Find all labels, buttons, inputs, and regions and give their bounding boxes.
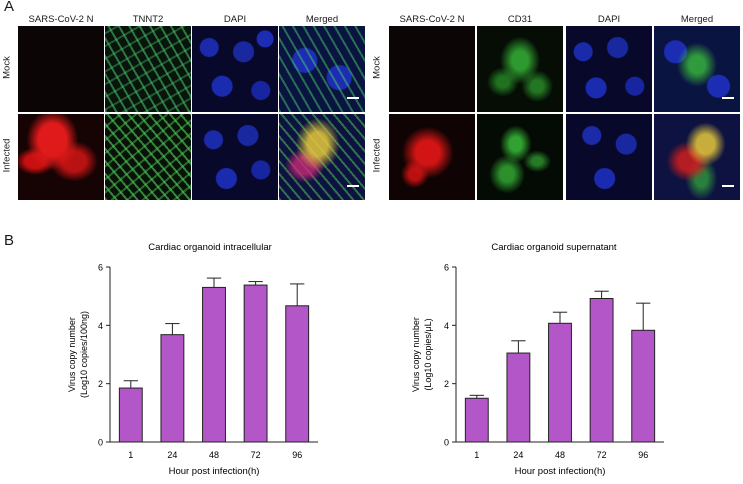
x-tick-label: 48 xyxy=(209,450,219,460)
micrograph-mock-sars-n xyxy=(18,26,104,112)
right-col-label-merged: Merged xyxy=(680,14,714,25)
panel-letter-b: B xyxy=(4,232,15,249)
x-axis-label: Hour post infection(h) xyxy=(515,466,606,477)
micrograph-infected-cd31 xyxy=(477,114,563,200)
scale-bar xyxy=(722,185,734,187)
micrograph-mock-sars-n-right xyxy=(389,26,475,112)
y-axis-label-units: (Log10 copies/100ng) xyxy=(79,311,89,398)
bar xyxy=(118,387,143,443)
chart-title: Cardiac organoid intracellular xyxy=(148,242,272,253)
micrograph-mock-tnnt2 xyxy=(105,26,191,112)
y-tick-label: 2 xyxy=(98,379,103,389)
micrograph-infected-sars-n-right xyxy=(389,114,475,200)
x-tick-label: 96 xyxy=(638,450,648,460)
micrograph-mock-dapi xyxy=(192,26,278,112)
y-tick-label: 2 xyxy=(444,379,449,389)
y-tick-label: 4 xyxy=(98,321,103,331)
micrograph-infected-dapi-right xyxy=(566,114,652,200)
bar xyxy=(464,397,489,443)
y-tick-label: 0 xyxy=(444,438,449,448)
bar xyxy=(631,329,656,443)
micrograph-mock-dapi-right xyxy=(566,26,652,112)
x-tick-label: 72 xyxy=(251,450,261,460)
y-axis-label: Virus copy number xyxy=(67,317,77,392)
chart-title: Cardiac organoid supernatant xyxy=(491,242,617,253)
bar xyxy=(285,305,310,443)
right-col-label-dapi: DAPI xyxy=(597,14,621,25)
y-tick-label: 4 xyxy=(444,321,449,331)
micrograph-infected-merged-right xyxy=(654,114,740,200)
left-col-label-sars: SARS-CoV-2 N xyxy=(28,14,94,25)
bar xyxy=(202,286,226,443)
left-col-label-tnnt2: TNNT2 xyxy=(132,14,164,25)
y-tick-label: 0 xyxy=(98,438,103,448)
micrograph-infected-tnnt2 xyxy=(105,114,191,200)
panel-letter-a: A xyxy=(4,0,15,15)
left-col-label-dapi: DAPI xyxy=(223,14,247,25)
bar xyxy=(506,352,531,443)
left-row-label-infected: Infected xyxy=(1,138,13,173)
micrograph-mock-merged xyxy=(279,26,365,112)
x-tick-label: 1 xyxy=(474,450,479,460)
right-col-label-sars: SARS-CoV-2 N xyxy=(399,14,465,25)
x-tick-label: 1 xyxy=(128,450,133,460)
y-axis-label-units: (Log10 copies/μL) xyxy=(423,318,433,390)
x-tick-label: 24 xyxy=(167,450,177,460)
bar xyxy=(160,334,185,443)
right-row-label-infected: Infected xyxy=(371,138,383,173)
y-axis-label: Virus copy number xyxy=(411,317,421,392)
micrograph-infected-dapi xyxy=(192,114,278,200)
x-tick-label: 96 xyxy=(292,450,302,460)
micrograph-mock-merged-right xyxy=(654,26,740,112)
left-row-label-mock: Mock xyxy=(1,56,13,79)
x-axis-label: Hour post infection(h) xyxy=(169,466,260,477)
right-row-label-mock: Mock xyxy=(371,56,383,79)
bar xyxy=(589,298,614,443)
x-tick-label: 48 xyxy=(555,450,565,460)
y-tick-label: 6 xyxy=(444,263,449,273)
scale-bar xyxy=(722,97,734,99)
x-tick-label: 24 xyxy=(513,450,523,460)
bar xyxy=(243,284,268,443)
scale-bar xyxy=(347,185,359,187)
scale-bar xyxy=(347,97,359,99)
micrograph-infected-sars-n xyxy=(18,114,104,200)
micrograph-infected-merged xyxy=(279,114,365,200)
micrograph-mock-cd31 xyxy=(477,26,563,112)
x-tick-label: 72 xyxy=(597,450,607,460)
right-col-label-cd31: CD31 xyxy=(507,14,533,25)
bar xyxy=(548,322,572,443)
y-tick-label: 6 xyxy=(98,263,103,273)
left-col-label-merged: Merged xyxy=(305,14,339,25)
